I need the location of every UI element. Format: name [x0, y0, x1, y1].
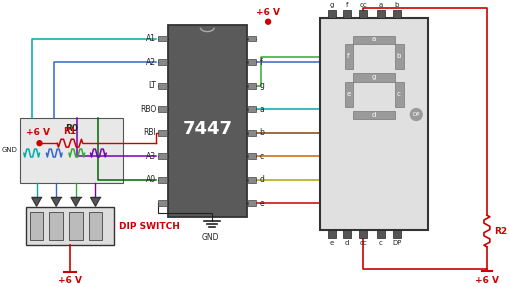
Text: +6 V: +6 V [58, 276, 82, 286]
Bar [344, 82, 353, 107]
Text: DP: DP [391, 240, 401, 246]
Bar [394, 82, 403, 107]
Text: R0: R0 [65, 125, 78, 133]
Polygon shape [91, 197, 100, 206]
Bar [392, 230, 400, 238]
Text: R1: R1 [63, 127, 76, 136]
Text: DIP SWITCH: DIP SWITCH [119, 222, 180, 231]
Bar [247, 36, 256, 42]
Circle shape [265, 19, 270, 24]
Bar [69, 212, 82, 240]
Text: +6 V: +6 V [25, 128, 49, 137]
Circle shape [410, 108, 421, 121]
Text: d: d [259, 175, 264, 184]
Text: GND: GND [2, 147, 18, 153]
Text: g: g [329, 2, 333, 8]
Text: +6 V: +6 V [474, 276, 498, 286]
Text: f: f [345, 2, 347, 8]
Text: d: d [344, 240, 348, 246]
Text: a: a [378, 2, 382, 8]
Bar [353, 36, 394, 44]
Bar [158, 106, 167, 112]
Bar [394, 44, 403, 69]
Text: RBO: RBO [140, 105, 156, 114]
Bar [359, 10, 366, 18]
Text: c: c [396, 91, 400, 97]
Bar [30, 212, 43, 240]
Bar [392, 10, 400, 18]
Text: A2: A2 [146, 58, 156, 67]
Text: LT: LT [148, 81, 156, 90]
Bar [158, 177, 167, 183]
Text: g: g [371, 74, 376, 80]
Text: e: e [329, 240, 333, 246]
Text: 7447: 7447 [182, 120, 232, 138]
Bar [158, 200, 167, 206]
Text: e: e [259, 199, 263, 208]
Text: A3: A3 [146, 152, 156, 161]
Text: cc: cc [359, 2, 366, 8]
Text: b: b [259, 128, 264, 137]
Bar [247, 200, 256, 206]
Bar [247, 153, 256, 159]
Bar [247, 106, 256, 112]
Text: R2: R2 [493, 226, 506, 236]
Bar [247, 130, 256, 136]
Text: DP: DP [412, 112, 419, 117]
Bar [168, 25, 246, 217]
Bar [353, 110, 394, 119]
Bar [342, 10, 350, 18]
Bar [158, 36, 167, 42]
Bar [344, 44, 353, 69]
Text: a: a [259, 105, 264, 114]
Bar [327, 230, 335, 238]
Text: +6 V: +6 V [256, 8, 279, 17]
Text: A1: A1 [146, 34, 156, 43]
Text: c: c [378, 240, 382, 246]
Polygon shape [51, 197, 61, 206]
Bar [49, 212, 63, 240]
Text: cc: cc [359, 240, 366, 246]
Bar [247, 59, 256, 65]
Bar [158, 59, 167, 65]
Bar [158, 153, 167, 159]
Text: b: b [395, 53, 400, 59]
Polygon shape [71, 197, 80, 206]
Text: f: f [347, 53, 349, 59]
Bar [376, 10, 384, 18]
Bar [376, 230, 384, 238]
Text: a: a [371, 36, 376, 42]
Text: g: g [259, 81, 264, 90]
Bar [20, 119, 123, 183]
Text: RBI: RBI [143, 128, 156, 137]
Bar [247, 177, 256, 183]
Circle shape [37, 141, 42, 146]
Polygon shape [32, 197, 41, 206]
Text: c: c [259, 152, 263, 161]
Bar [359, 230, 366, 238]
Text: f: f [259, 58, 262, 67]
Bar [158, 130, 167, 136]
Bar [342, 230, 350, 238]
Bar [247, 83, 256, 89]
Text: e: e [346, 91, 350, 97]
Bar [26, 208, 114, 245]
Bar [320, 18, 427, 230]
Bar [89, 212, 102, 240]
Text: d: d [371, 112, 376, 118]
Bar [158, 83, 167, 89]
Text: GND: GND [201, 233, 218, 242]
Text: b: b [393, 2, 398, 8]
Bar [327, 10, 335, 18]
Bar [353, 73, 394, 82]
Text: A0: A0 [146, 175, 156, 184]
